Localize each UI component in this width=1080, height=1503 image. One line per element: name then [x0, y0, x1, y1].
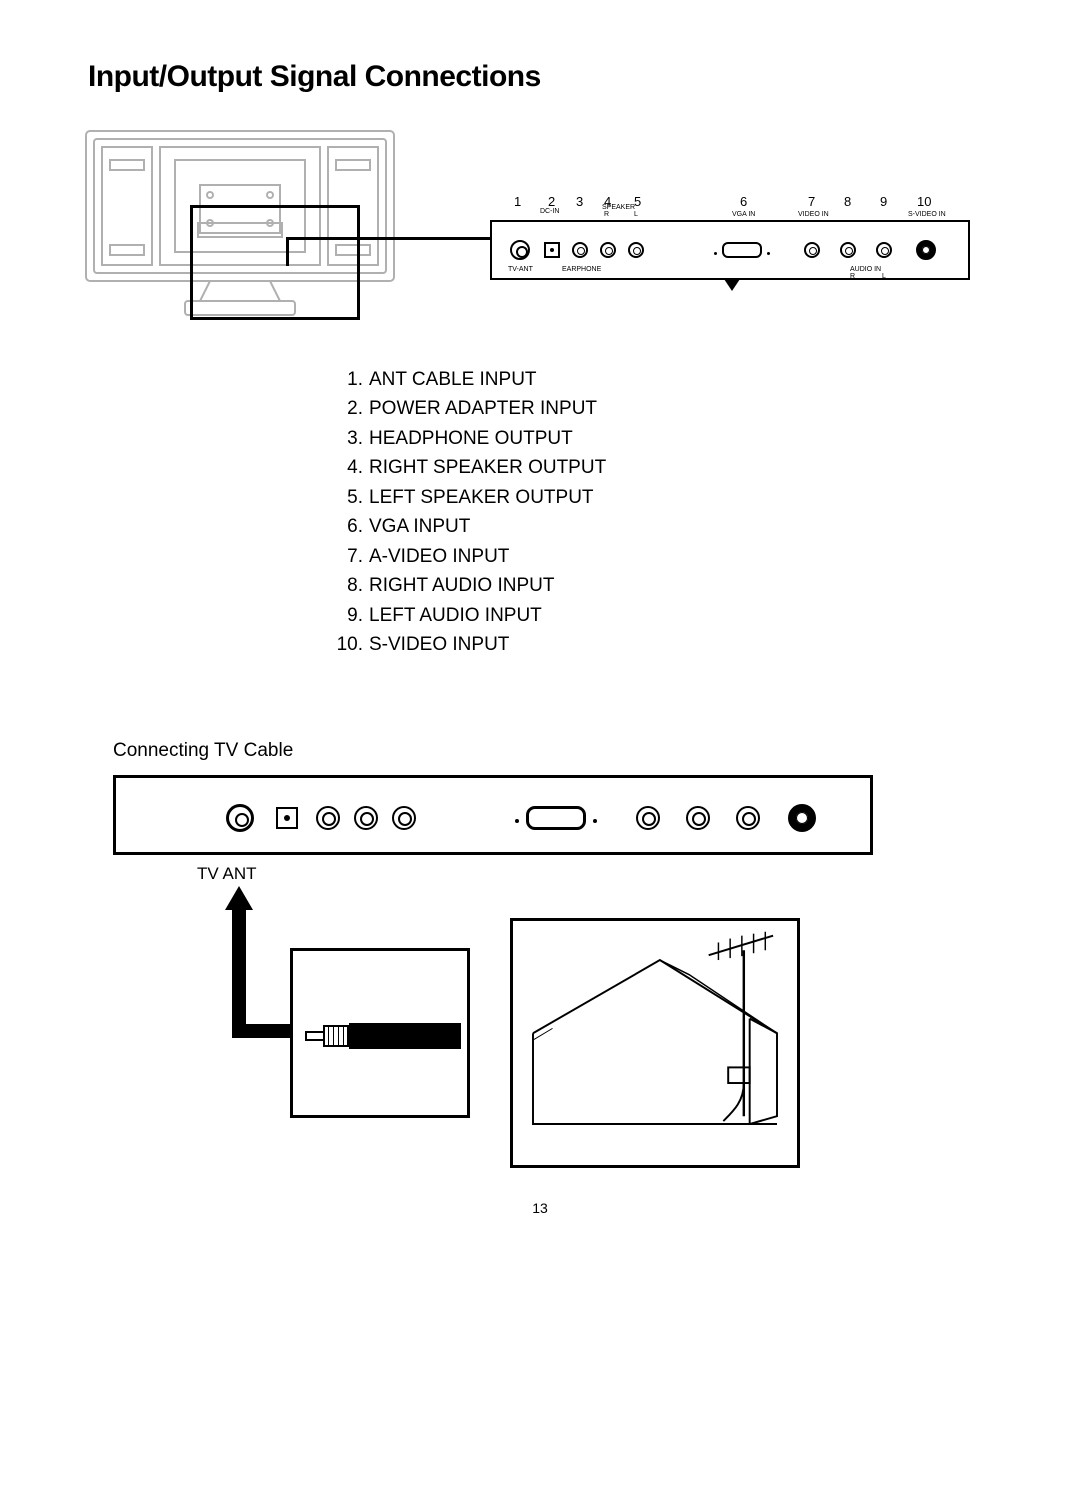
port-label: R [850, 273, 855, 280]
port-label: S-VIDEO IN [908, 211, 946, 218]
list-item: 9.LEFT AUDIO INPUT [335, 601, 606, 630]
port-number: 9 [880, 194, 887, 209]
house-antenna-icon [513, 921, 797, 1165]
port-label: R [604, 211, 609, 218]
connections-list: 1.ANT CABLE INPUT 2.POWER ADAPTER INPUT … [335, 365, 606, 659]
rca-port-icon [804, 242, 820, 258]
house-antenna-box [510, 918, 800, 1168]
rca-port-icon [600, 242, 616, 258]
port-number: 2 [548, 194, 555, 209]
vga-port-icon [722, 242, 762, 258]
svideo-port-icon [916, 240, 936, 260]
list-item: 1.ANT CABLE INPUT [335, 365, 606, 394]
coax-port-icon [510, 240, 530, 260]
port-label: VGA IN [732, 211, 755, 218]
cable-line [232, 908, 246, 1038]
list-item: 5.LEFT SPEAKER OUTPUT [335, 483, 606, 512]
port-number: 6 [740, 194, 747, 209]
list-item: 7.A-VIDEO INPUT [335, 542, 606, 571]
port-number: 7 [808, 194, 815, 209]
list-item: 10.S-VIDEO INPUT [335, 630, 606, 659]
rca-port-icon [392, 806, 416, 830]
coax-cable-box [290, 948, 470, 1118]
list-item: 4.RIGHT SPEAKER OUTPUT [335, 453, 606, 482]
tv-ant-label: TV ANT [197, 864, 257, 884]
port-label: EARPHONE [562, 266, 601, 273]
coax-cable-icon [305, 1017, 461, 1055]
port-label: DC-IN [540, 208, 559, 215]
list-item: 3.HEADPHONE OUTPUT [335, 424, 606, 453]
port-label: AUDIO IN [850, 266, 881, 273]
vga-port-icon [526, 806, 586, 830]
rca-port-icon [636, 806, 660, 830]
rca-port-icon [736, 806, 760, 830]
port-number: 8 [844, 194, 851, 209]
svideo-port-icon [788, 804, 816, 832]
connecting-subheading: Connecting TV Cable [113, 740, 293, 762]
port-number: 1 [514, 194, 521, 209]
coax-port-icon [226, 804, 254, 832]
port-label: SPEAKER [602, 204, 635, 211]
dc-jack-icon [276, 807, 298, 829]
rca-port-icon [686, 806, 710, 830]
port-label: L [634, 211, 638, 218]
rca-port-icon [316, 806, 340, 830]
callout-line [286, 237, 289, 266]
io-panel-detail: 1 2 3 4 5 6 7 8 9 10 DC-IN SPEAKER R L V… [490, 220, 970, 280]
page-number: 13 [0, 1200, 1080, 1216]
top-diagram: 1 2 3 4 5 6 7 8 9 10 DC-IN SPEAKER R L V… [80, 125, 990, 345]
list-item: 6.VGA INPUT [335, 512, 606, 541]
port-number: 10 [917, 194, 931, 209]
rca-port-icon [628, 242, 644, 258]
rca-port-icon [354, 806, 378, 830]
rca-port-icon [876, 242, 892, 258]
arrow-up-icon [225, 886, 253, 910]
rca-port-icon [572, 242, 588, 258]
port-number: 3 [576, 194, 583, 209]
port-label: VIDEO IN [798, 211, 829, 218]
list-item: 8.RIGHT AUDIO INPUT [335, 571, 606, 600]
callout-source-box [190, 205, 360, 320]
rca-port-icon [840, 242, 856, 258]
list-item: 2.POWER ADAPTER INPUT [335, 394, 606, 423]
page-title: Input/Output Signal Connections [88, 60, 541, 94]
port-label: L [882, 273, 886, 280]
io-panel-large [113, 775, 873, 855]
port-row [116, 804, 870, 828]
dc-jack-icon [544, 242, 560, 258]
port-row [492, 240, 968, 264]
port-number: 5 [634, 194, 641, 209]
port-label: TV-ANT [508, 266, 533, 273]
